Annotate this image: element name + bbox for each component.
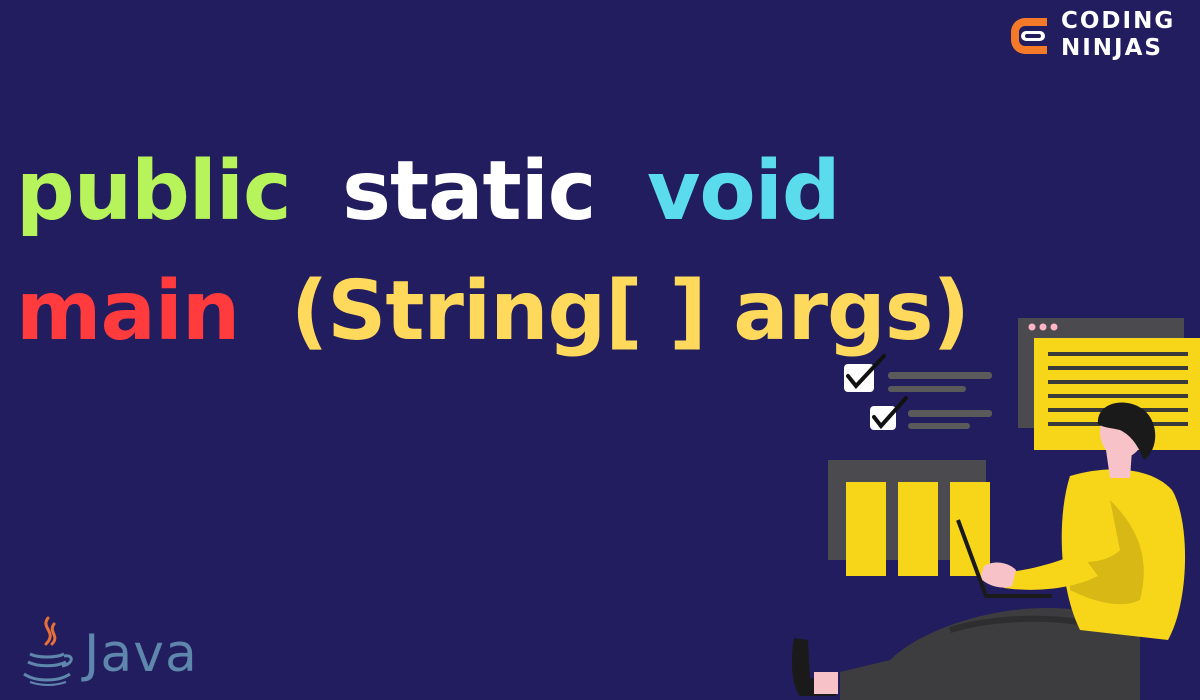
keyword-public: public	[16, 144, 292, 239]
coding-ninjas-logo[interactable]: CODING NINJAS	[1005, 6, 1190, 64]
developer-laptop-illustration	[792, 318, 1200, 700]
keyword-static: static	[342, 144, 596, 239]
headline-line-1: public static void	[16, 132, 1016, 252]
checkbox-shape-1	[844, 364, 874, 392]
headline: public static void main (String[ ] args)	[16, 132, 1016, 372]
checkbox-shape-2	[870, 406, 896, 430]
coding-ninjas-logo-icon	[1011, 18, 1047, 54]
java-label: Java	[84, 624, 198, 684]
java-logo: Java	[18, 612, 218, 692]
headline-line-2: main (String[ ] args)	[16, 252, 1016, 372]
brand-line-1: CODING	[1061, 8, 1176, 34]
keyword-main: main	[16, 264, 240, 359]
brand-line-2: NINJAS	[1061, 35, 1163, 61]
java-cup-icon	[23, 616, 73, 686]
keyword-void: void	[646, 144, 841, 239]
method-signature: (String[ ] args)	[290, 264, 970, 359]
